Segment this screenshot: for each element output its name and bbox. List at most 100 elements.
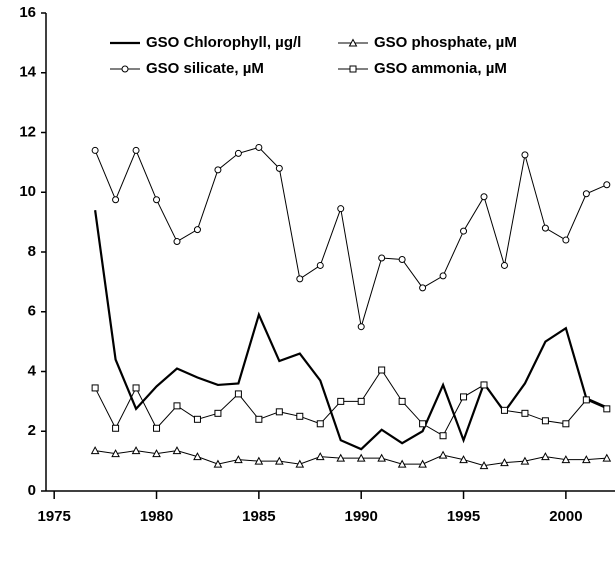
point	[193, 452, 202, 461]
point	[234, 455, 243, 464]
x-tick-label: 1990	[345, 508, 378, 525]
point	[336, 453, 346, 462]
point	[112, 196, 120, 204]
point	[193, 415, 201, 423]
series-line	[94, 210, 608, 451]
point	[132, 146, 140, 154]
point	[152, 449, 161, 458]
point	[214, 166, 222, 174]
point	[255, 415, 263, 423]
y-tick-label: 10	[19, 183, 36, 200]
point	[274, 456, 284, 465]
point	[479, 461, 489, 470]
point	[153, 196, 161, 204]
point	[254, 456, 264, 465]
point	[582, 455, 591, 464]
point	[132, 384, 140, 392]
point	[337, 205, 345, 213]
y-tick-label: 16	[19, 4, 36, 21]
point	[438, 450, 448, 459]
point	[439, 432, 447, 440]
point	[296, 412, 304, 420]
series-line	[94, 369, 608, 437]
legend-label: GSO Chlorophyll, µg/l	[146, 34, 301, 51]
point	[234, 149, 242, 157]
point	[214, 409, 222, 417]
legend-label: GSO silicate, µM	[146, 60, 264, 77]
point	[296, 275, 304, 283]
point	[234, 390, 242, 398]
y-tick-label: 8	[28, 243, 36, 260]
x-tick-label: 1995	[447, 508, 480, 525]
point	[398, 255, 406, 263]
point	[91, 146, 99, 154]
point	[398, 397, 406, 405]
point	[213, 459, 223, 468]
point	[582, 190, 590, 198]
point	[419, 284, 427, 292]
point	[337, 397, 345, 405]
x-tick-label: 1975	[37, 508, 70, 525]
y-tick-label: 14	[19, 64, 36, 81]
point	[378, 254, 386, 262]
point	[193, 226, 201, 234]
point	[111, 449, 120, 458]
point	[582, 396, 590, 404]
point	[521, 151, 529, 159]
y-tick-label: 6	[28, 303, 36, 320]
series-line	[95, 450, 607, 467]
point	[562, 236, 570, 244]
point	[500, 458, 509, 467]
point	[357, 397, 365, 405]
point	[121, 65, 129, 73]
point	[153, 424, 161, 432]
point	[275, 408, 283, 416]
point	[460, 227, 468, 235]
point	[520, 456, 530, 465]
y-tick-label: 0	[28, 482, 36, 499]
legend-label: GSO ammonia, µM	[374, 60, 507, 77]
point	[480, 193, 488, 201]
point	[91, 384, 99, 392]
point	[90, 446, 100, 455]
point	[541, 417, 549, 425]
legend-label: GSO phosphate, µM	[374, 34, 517, 51]
point	[480, 381, 488, 389]
point	[460, 393, 468, 401]
point	[173, 238, 181, 246]
point	[255, 143, 263, 151]
point	[378, 366, 386, 374]
point	[561, 455, 571, 464]
point	[562, 420, 570, 428]
x-tick-label: 2000	[549, 508, 582, 525]
point	[541, 452, 550, 461]
point	[131, 446, 141, 455]
point	[603, 405, 611, 413]
point	[377, 453, 387, 462]
point	[541, 224, 549, 232]
point	[602, 453, 612, 462]
point	[419, 420, 427, 428]
point	[173, 402, 181, 410]
point	[172, 446, 182, 455]
x-tick-label: 1980	[140, 508, 173, 525]
y-tick-label: 4	[28, 362, 37, 379]
point	[397, 459, 407, 468]
point	[603, 181, 611, 189]
point	[295, 459, 305, 468]
point	[500, 406, 508, 414]
y-tick-label: 12	[19, 123, 36, 140]
point	[112, 424, 120, 432]
point	[275, 164, 283, 172]
point	[521, 409, 529, 417]
point	[315, 452, 325, 461]
x-tick-label: 1985	[242, 508, 275, 525]
point	[356, 453, 366, 462]
series-line	[94, 146, 608, 327]
point	[316, 261, 324, 269]
point	[500, 261, 508, 269]
point	[439, 272, 447, 280]
point	[357, 323, 365, 331]
point	[316, 420, 324, 428]
